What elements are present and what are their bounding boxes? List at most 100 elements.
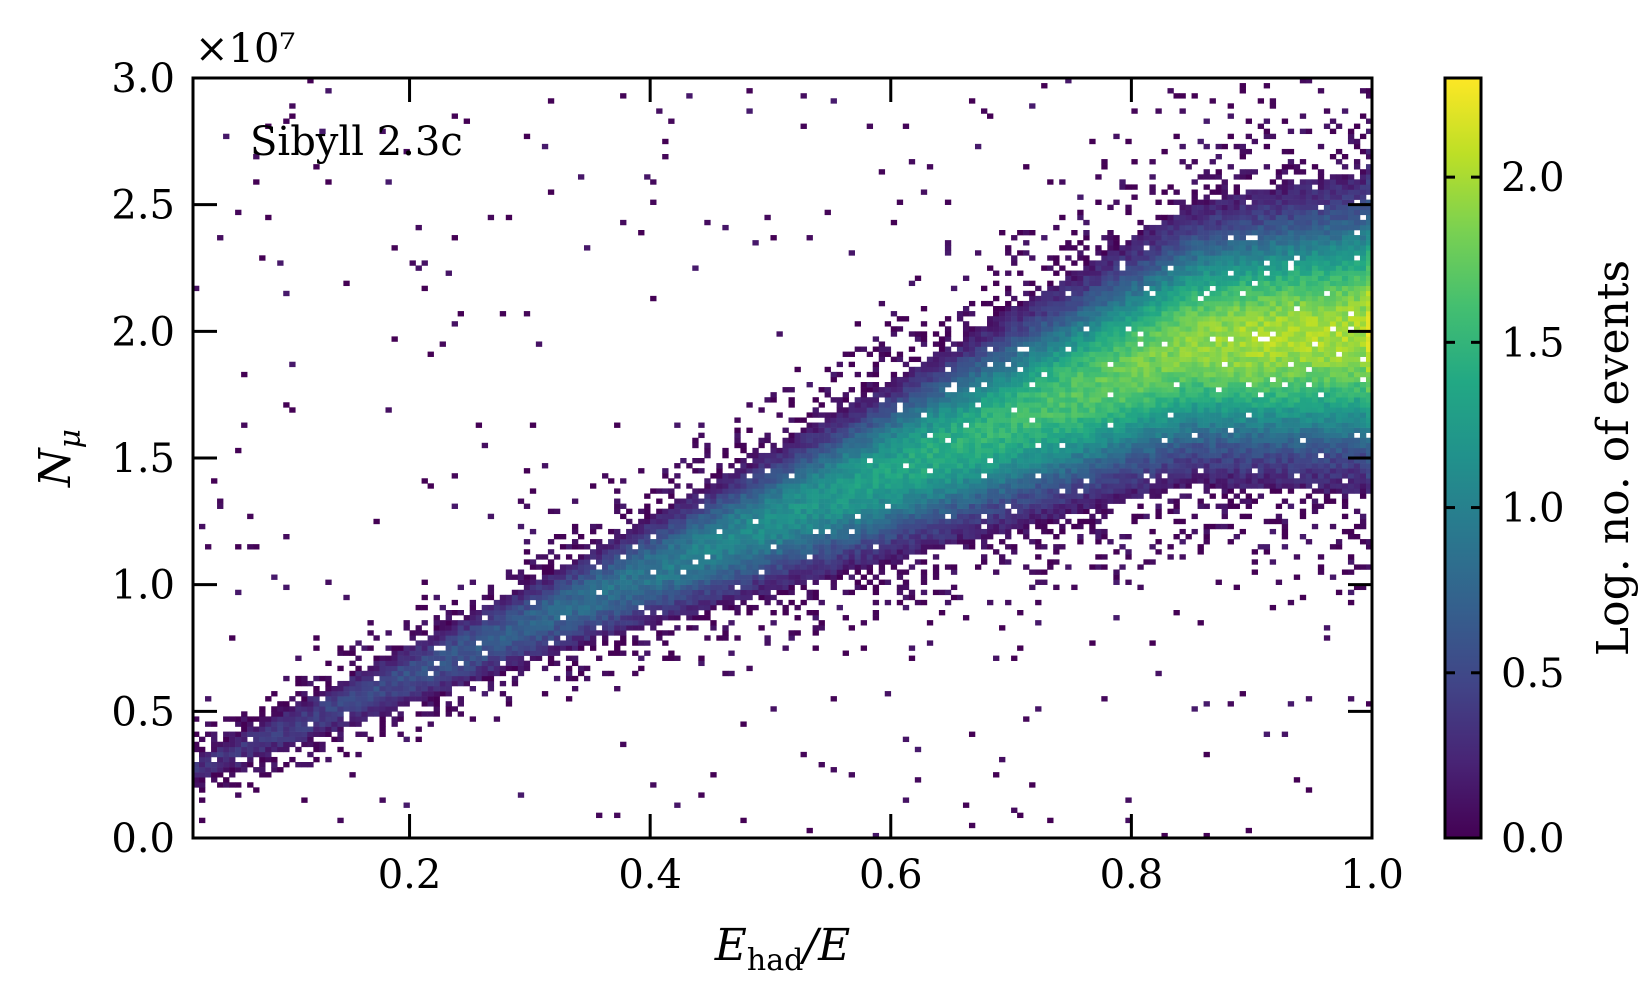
heatmap-cell xyxy=(451,665,458,672)
heatmap-cell xyxy=(1113,432,1120,439)
heatmap-cell xyxy=(632,620,639,626)
heatmap-cell xyxy=(475,620,483,626)
heatmap-cell xyxy=(583,630,591,636)
heatmap-cell xyxy=(301,741,308,748)
heatmap-cell xyxy=(920,589,928,596)
heatmap-cell xyxy=(1107,260,1114,266)
heatmap-cell xyxy=(1059,326,1066,332)
heatmap-cell xyxy=(1077,336,1084,342)
heatmap-cell xyxy=(457,670,464,677)
heatmap-cell xyxy=(722,635,729,641)
heatmap-cell xyxy=(1113,549,1120,555)
heatmap-cell xyxy=(962,483,970,489)
heatmap-cell xyxy=(614,503,621,509)
heatmap-cell xyxy=(848,513,855,520)
heatmap-cell xyxy=(1041,392,1048,398)
heatmap-cell xyxy=(968,326,976,332)
heatmap-cell xyxy=(1005,544,1012,550)
heatmap-cell xyxy=(493,604,501,611)
heatmap-cell xyxy=(1149,559,1156,565)
heatmap-cell xyxy=(974,392,982,398)
heatmap-cell xyxy=(1119,356,1126,363)
heatmap-cell xyxy=(999,351,1006,357)
heatmap-cell xyxy=(331,716,338,722)
heatmap-cell xyxy=(938,336,946,342)
heatmap-cell xyxy=(944,463,952,469)
heatmap-cell xyxy=(1011,235,1018,241)
heatmap-cell xyxy=(409,696,416,702)
heatmap-cell xyxy=(319,716,326,722)
heatmap-cell xyxy=(361,670,368,677)
heatmap-cell xyxy=(884,468,892,474)
heatmap-cell xyxy=(938,518,946,525)
heatmap-cell xyxy=(415,625,422,631)
heatmap-cell xyxy=(993,356,1000,363)
heatmap-cell xyxy=(782,508,789,515)
heatmap-cell xyxy=(710,534,717,540)
heatmap-cell xyxy=(1089,295,1096,302)
heatmap-cell xyxy=(848,589,855,596)
heatmap-cell xyxy=(812,468,819,474)
heatmap-cell xyxy=(854,528,861,535)
heatmap-cell xyxy=(950,569,958,575)
heatmap-cell xyxy=(1101,402,1108,408)
heatmap-cell xyxy=(686,610,693,616)
heatmap-cell xyxy=(938,483,946,489)
heatmap-cell xyxy=(559,645,567,651)
heatmap-cell xyxy=(1005,528,1012,535)
heatmap-cell xyxy=(806,528,813,535)
heatmap-cell xyxy=(908,594,916,601)
heatmap-cell xyxy=(872,336,880,342)
heatmap-cell xyxy=(728,493,735,499)
heatmap-cell xyxy=(932,483,940,489)
heatmap-cell xyxy=(626,594,633,601)
heatmap-cell xyxy=(650,513,657,520)
heatmap-cell xyxy=(878,341,886,347)
heatmap-cell xyxy=(385,696,392,702)
heatmap-cell xyxy=(1095,412,1102,418)
heatmap-cell xyxy=(788,589,795,596)
heatmap-cell xyxy=(1095,280,1102,287)
heatmap-cell xyxy=(999,427,1006,433)
heatmap-cell xyxy=(908,458,916,464)
heatmap-cell xyxy=(1065,240,1072,246)
heatmap-cell xyxy=(734,468,741,474)
heatmap-cell xyxy=(800,498,807,504)
heatmap-cell xyxy=(217,741,224,748)
heatmap-cell xyxy=(800,544,807,550)
heatmap-cell xyxy=(950,361,958,368)
heatmap-cell xyxy=(608,584,615,591)
heatmap-cell xyxy=(836,432,843,439)
heatmap-cell xyxy=(668,630,675,636)
heatmap-cell xyxy=(1101,534,1108,540)
heatmap-cell xyxy=(836,564,843,570)
heatmap-cell xyxy=(987,387,994,393)
heatmap-cell xyxy=(704,503,711,509)
heatmap-cell xyxy=(956,488,964,494)
heatmap-cell xyxy=(1149,300,1156,307)
heatmap-cell xyxy=(541,594,549,601)
heatmap-cell xyxy=(974,498,982,504)
heatmap-cell xyxy=(1047,483,1054,489)
heatmap-cell xyxy=(1011,493,1018,499)
heatmap-cell xyxy=(1113,361,1120,368)
heatmap-cell xyxy=(987,351,994,357)
heatmap-cell xyxy=(1137,382,1144,388)
heatmap-cell xyxy=(866,402,874,408)
heatmap-cell xyxy=(571,559,579,565)
heatmap-cell xyxy=(1089,427,1096,433)
heatmap-cell xyxy=(932,468,940,474)
heatmap-cell xyxy=(866,427,874,433)
heatmap-cell xyxy=(1119,493,1126,499)
heatmap-cell xyxy=(325,579,332,585)
heatmap-cell xyxy=(668,604,675,611)
heatmap-cell xyxy=(523,133,531,140)
heatmap-cell xyxy=(1065,392,1072,398)
heatmap-cell xyxy=(734,488,741,494)
heatmap-cell xyxy=(788,539,795,545)
heatmap-cell xyxy=(908,376,916,383)
heatmap-cell xyxy=(583,625,591,631)
heatmap-cell xyxy=(409,665,416,672)
heatmap-cell xyxy=(373,711,380,717)
heatmap-cell xyxy=(752,564,759,570)
